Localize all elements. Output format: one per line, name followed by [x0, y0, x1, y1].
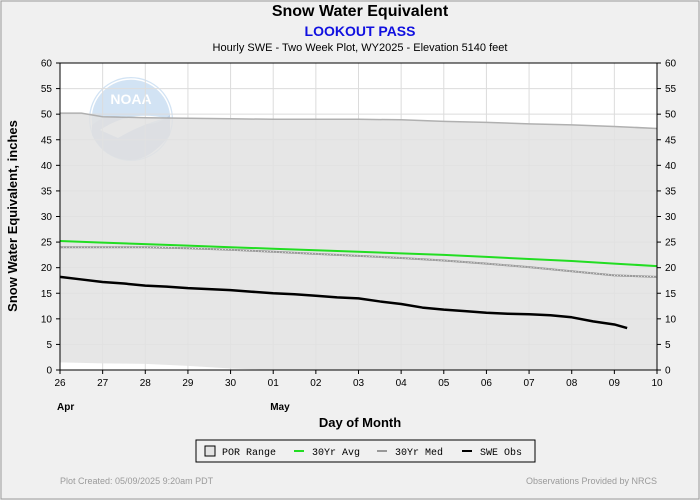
x-tick-label: 05 — [438, 378, 450, 389]
y-tick-label-right: 35 — [665, 186, 677, 197]
month-label: Apr — [57, 402, 74, 413]
series-30yr-med-dots — [60, 246, 658, 278]
x-tick-label: 08 — [566, 378, 578, 389]
y-tick-label-right: 5 — [665, 340, 671, 351]
x-tick-label: 26 — [54, 378, 66, 389]
x-tick-label: 02 — [310, 378, 322, 389]
plot-created-text: Plot Created: 05/09/2025 9:20am PDT — [60, 476, 214, 486]
observations-provider-text: Observations Provided by NRCS — [526, 476, 657, 486]
y-tick-label-right: 60 — [665, 59, 677, 70]
y-tick-label-right: 15 — [665, 289, 677, 300]
legend: POR Range 30Yr Avg 30Yr Med SWE Obs — [195, 439, 536, 463]
y-tick-label-right: 45 — [665, 135, 677, 146]
y-tick-label-left: 50 — [41, 110, 53, 121]
y-tick-label-right: 30 — [665, 212, 677, 223]
por-range-area — [60, 113, 657, 370]
y-tick-label-right: 40 — [665, 161, 677, 172]
por-range-layer — [60, 112, 658, 370]
legend-box — [195, 439, 536, 463]
y-tick-label-left: 15 — [41, 289, 53, 300]
legend-med-label: 30Yr Med — [395, 447, 443, 459]
y-tick-label-left: 25 — [41, 238, 53, 249]
y-axis-label: Snow Water Equivalent, inches — [5, 120, 20, 312]
series-30yr-avg-line — [59, 240, 658, 268]
legend-obs-label: SWE Obs — [480, 447, 522, 459]
x-tick-label: 03 — [353, 378, 365, 389]
y-tick-label-left: 30 — [41, 212, 53, 223]
y-tick-label-right: 25 — [665, 238, 677, 249]
y-tick-label-right: 50 — [665, 110, 677, 121]
y-tick-label-left: 20 — [41, 263, 53, 274]
x-tick-label: 01 — [268, 378, 280, 389]
station-name: LOOKOUT PASS — [305, 23, 416, 39]
lines-layer — [59, 240, 658, 330]
y-tick-label-right: 0 — [665, 366, 671, 377]
x-tick-label: 28 — [140, 378, 152, 389]
x-axis-label: Day of Month — [319, 415, 401, 430]
x-tick-label: 27 — [97, 378, 109, 389]
x-tick-label: 10 — [651, 378, 663, 389]
y-tick-label-left: 40 — [41, 161, 53, 172]
month-label: May — [270, 402, 290, 413]
series-swe-obs-line — [59, 275, 628, 330]
legend-por-label: POR Range — [222, 448, 276, 459]
por-range-upper-line — [60, 112, 658, 130]
chart-title: Snow Water Equivalent — [272, 3, 449, 20]
noaa-logo-text: NOAA — [110, 91, 151, 107]
y-tick-label-left: 5 — [46, 340, 52, 351]
x-tick-label: 29 — [182, 378, 194, 389]
y-tick-label-left: 60 — [41, 59, 53, 70]
y-tick-label-right: 10 — [665, 314, 677, 325]
y-tick-label-right: 55 — [665, 84, 677, 95]
legend-por-swatch — [204, 445, 216, 457]
x-tick-label: 07 — [524, 378, 536, 389]
x-tick-label: 30 — [225, 378, 237, 389]
chart-subtitle: Hourly SWE - Two Week Plot, WY2025 - Ele… — [213, 42, 508, 54]
legend-avg-label: 30Yr Avg — [312, 448, 360, 459]
x-tick-label: 04 — [396, 378, 408, 389]
x-tick-label: 09 — [609, 378, 621, 389]
y-tick-label-right: 20 — [665, 263, 677, 274]
y-tick-label-left: 55 — [41, 84, 53, 95]
x-tick-label: 06 — [481, 378, 493, 389]
y-tick-label-left: 35 — [41, 186, 53, 197]
y-tick-label-left: 10 — [41, 314, 53, 325]
y-tick-label-left: 45 — [41, 135, 53, 146]
y-tick-label-left: 0 — [46, 366, 52, 377]
